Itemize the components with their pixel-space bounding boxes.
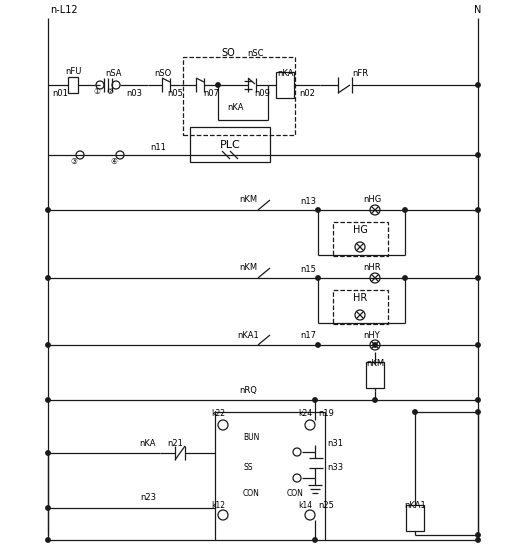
Text: nKM: nKM <box>366 358 384 368</box>
Circle shape <box>216 83 220 87</box>
Text: nHG: nHG <box>363 195 381 204</box>
Circle shape <box>46 343 50 347</box>
Circle shape <box>46 506 50 510</box>
Bar <box>333 222 388 256</box>
Text: nKA: nKA <box>227 103 243 112</box>
Circle shape <box>476 343 480 347</box>
Bar <box>215 412 325 540</box>
Text: n23: n23 <box>140 493 156 502</box>
Bar <box>190 127 270 162</box>
Text: nKA: nKA <box>277 68 293 77</box>
Text: n09: n09 <box>254 88 270 98</box>
Text: nKA1: nKA1 <box>237 331 259 339</box>
Circle shape <box>46 538 50 542</box>
Text: k14: k14 <box>298 501 312 509</box>
Circle shape <box>373 398 377 402</box>
Circle shape <box>373 343 377 347</box>
Text: nKM: nKM <box>239 195 257 204</box>
Text: nFU: nFU <box>65 66 81 76</box>
Text: n11: n11 <box>150 142 166 151</box>
Text: nHY: nHY <box>364 331 380 339</box>
Circle shape <box>476 533 480 537</box>
Text: ③: ③ <box>70 157 78 167</box>
Text: n03: n03 <box>126 88 142 98</box>
Text: k24: k24 <box>298 410 312 418</box>
Text: n05: n05 <box>167 88 183 98</box>
Circle shape <box>46 208 50 212</box>
Bar <box>183 57 295 135</box>
Text: SO: SO <box>221 48 235 58</box>
Text: n17: n17 <box>300 332 316 341</box>
Circle shape <box>46 398 50 402</box>
Circle shape <box>403 208 407 212</box>
Text: BUN: BUN <box>243 433 260 443</box>
Text: ②: ② <box>106 88 114 97</box>
Text: ①: ① <box>94 88 100 97</box>
Text: nSA: nSA <box>105 68 121 77</box>
Text: n21: n21 <box>167 438 183 448</box>
Text: n02: n02 <box>299 88 315 98</box>
Text: ④: ④ <box>111 157 118 167</box>
Text: k22: k22 <box>211 410 225 418</box>
Text: N: N <box>475 5 482 15</box>
Circle shape <box>316 343 320 347</box>
Text: n13: n13 <box>300 197 316 205</box>
Text: n31: n31 <box>327 439 343 448</box>
Text: nKA1: nKA1 <box>404 501 426 509</box>
Bar <box>366 362 384 388</box>
Text: PLC: PLC <box>220 140 240 150</box>
Circle shape <box>476 538 480 542</box>
Text: HG: HG <box>352 225 368 235</box>
Text: nSC: nSC <box>247 49 263 57</box>
Circle shape <box>476 398 480 402</box>
Text: k12: k12 <box>211 501 225 509</box>
Text: nKM: nKM <box>239 263 257 273</box>
Text: SS: SS <box>243 464 252 473</box>
Text: nRQ: nRQ <box>239 385 257 395</box>
Circle shape <box>403 276 407 280</box>
Text: HR: HR <box>353 293 367 303</box>
Text: n07: n07 <box>203 88 219 98</box>
Circle shape <box>476 208 480 212</box>
Bar <box>333 290 388 324</box>
Text: CON: CON <box>286 489 303 497</box>
Circle shape <box>413 410 417 414</box>
Circle shape <box>476 153 480 157</box>
Circle shape <box>313 398 317 402</box>
Text: n01: n01 <box>52 88 68 98</box>
Text: nFR: nFR <box>352 70 368 78</box>
Circle shape <box>476 83 480 87</box>
Text: n15: n15 <box>300 264 316 273</box>
Circle shape <box>313 538 317 542</box>
Text: n33: n33 <box>327 464 343 473</box>
Bar <box>406 505 424 531</box>
Text: nSO: nSO <box>154 70 172 78</box>
Text: n-L12: n-L12 <box>50 5 78 15</box>
Bar <box>68 77 78 93</box>
Text: nHR: nHR <box>363 263 381 273</box>
Circle shape <box>46 451 50 455</box>
Bar <box>276 72 294 98</box>
Circle shape <box>476 276 480 280</box>
Circle shape <box>46 276 50 280</box>
Circle shape <box>476 410 480 414</box>
Text: n19: n19 <box>318 410 334 418</box>
Text: CON: CON <box>243 489 260 497</box>
Circle shape <box>316 208 320 212</box>
Text: nKA: nKA <box>140 438 156 448</box>
Text: n25: n25 <box>318 501 334 509</box>
Circle shape <box>316 276 320 280</box>
